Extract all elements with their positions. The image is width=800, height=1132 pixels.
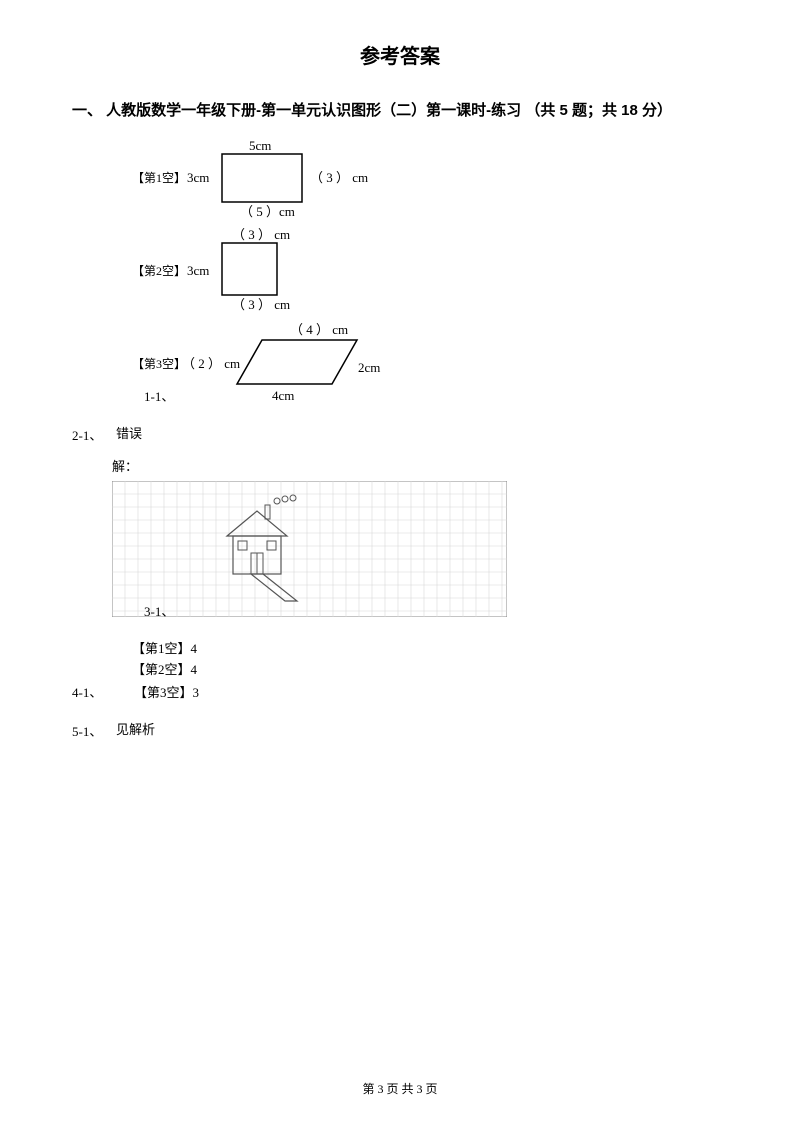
- fig2-bottom: （ 3 ） cm: [232, 297, 290, 311]
- fig1-left: 3cm: [187, 170, 209, 185]
- fig1-top: 5cm: [249, 138, 271, 153]
- grid-border: [112, 481, 507, 617]
- q1-1-label: 1-1、: [144, 386, 174, 405]
- answer-2-1: 2-1、 错误: [72, 423, 728, 444]
- fig2-left: 3cm: [187, 263, 209, 278]
- fig3-parallelogram: [237, 340, 357, 384]
- figure-3-svg: 【第3空】 （ 2 ） cm （ 4 ） cm 2cm 4cm: [132, 320, 452, 406]
- page-title: 参考答案: [72, 40, 728, 69]
- fig3-top: （ 4 ） cm: [290, 322, 348, 337]
- figure-3-wrapper: 1-1、 【第3空】 （ 2 ） cm （ 4 ） cm 2cm 4cm: [72, 320, 728, 411]
- fig3-left: （ 2 ） cm: [182, 356, 240, 371]
- q5-answer: 见解析: [116, 719, 155, 738]
- fig3-right: 2cm: [358, 360, 380, 375]
- q2-1-answer: 错误: [116, 423, 142, 442]
- fig1-rect: [222, 154, 302, 202]
- fig2-blank-label: 【第2空】: [132, 264, 186, 278]
- fig3-blank-label: 【第3空】: [132, 357, 186, 371]
- figure-2: 【第2空】 3cm （ 3 ） cm （ 3 ） cm: [132, 227, 728, 316]
- q3-1-label: 3-1、: [144, 601, 174, 620]
- q2-1-label: 2-1、: [72, 423, 108, 444]
- figure-2-svg: 【第2空】 3cm （ 3 ） cm （ 3 ） cm: [132, 227, 432, 311]
- figure-1-svg: 【第1空】 3cm 5cm （ 3 ） cm （ 5 ）cm: [132, 138, 432, 218]
- figure-3: 【第3空】 （ 2 ） cm （ 4 ） cm 2cm 4cm: [132, 320, 728, 411]
- fig1-right: （ 3 ） cm: [310, 170, 368, 185]
- figure-1: 【第1空】 3cm 5cm （ 3 ） cm （ 5 ）cm: [132, 138, 728, 223]
- q4-blank1: 【第1空】4: [132, 638, 728, 657]
- answer-5-1: 5-1、 见解析: [72, 719, 728, 740]
- fig2-rect: [222, 243, 277, 295]
- section-heading: 一、 人教版数学一年级下册-第一单元认识图形（二）第一课时-练习 （共 5 题；…: [72, 99, 728, 120]
- fig2-top: （ 3 ） cm: [232, 227, 290, 242]
- q4-blank2: 【第2空】4: [132, 659, 728, 678]
- fig1-blank-label: 【第1空】: [132, 171, 186, 185]
- q4-blank3: 【第3空】3: [134, 682, 199, 701]
- grid-house-svg: [112, 481, 507, 617]
- q3-solution-label: 解：: [112, 456, 728, 475]
- fig1-bottom: （ 5 ）cm: [240, 204, 295, 218]
- fig3-bottom: 4cm: [272, 388, 294, 403]
- q5-1-label: 5-1、: [72, 719, 108, 740]
- q4-1-label: 4-1、: [72, 680, 108, 701]
- grid-house-container: [112, 481, 728, 622]
- page-footer: 第 3 页 共 3 页: [0, 1080, 800, 1097]
- answer-4-1-wrapper: 【第1空】4 【第2空】4 4-1、 【第3空】3: [72, 638, 728, 703]
- q3-figure-wrapper: 3-1、: [72, 481, 728, 622]
